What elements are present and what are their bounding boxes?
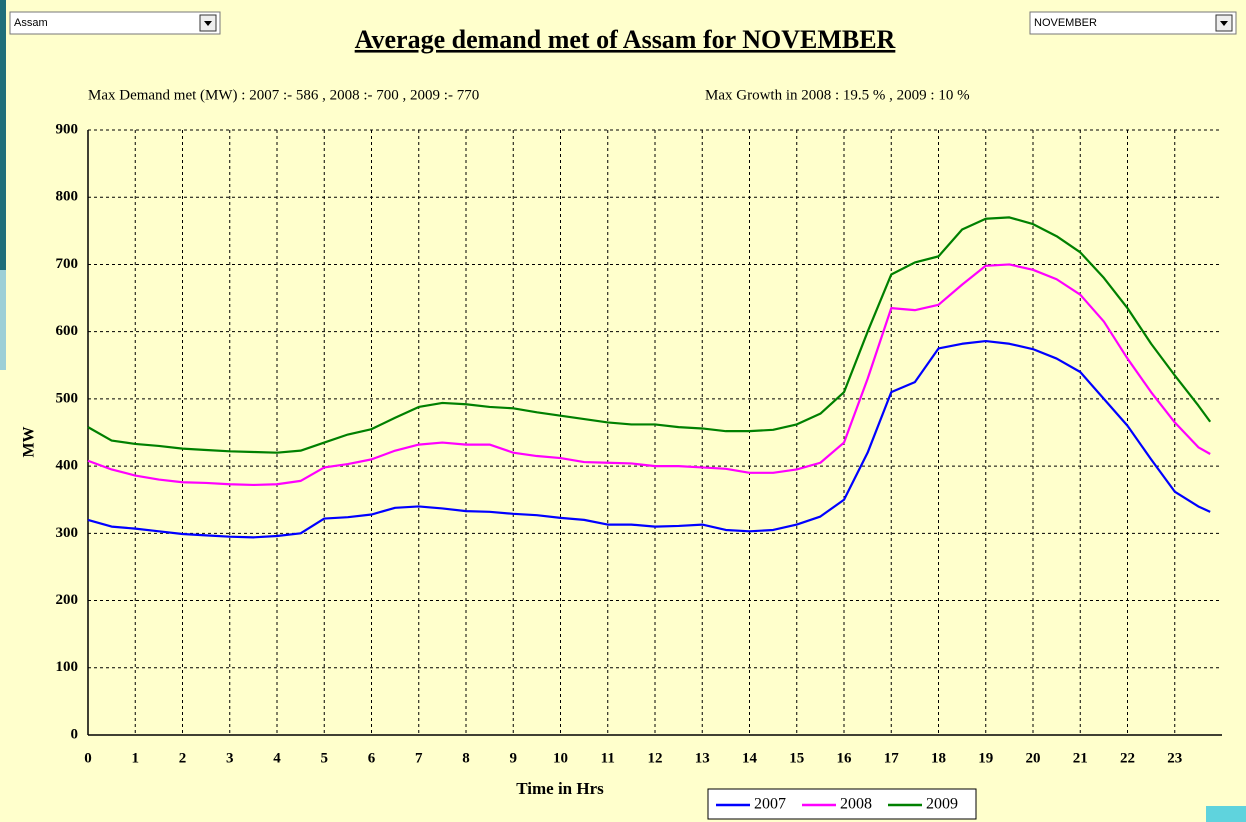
x-tick-label: 6	[368, 750, 376, 766]
x-tick-label: 3	[226, 750, 234, 766]
y-tick-label: 300	[56, 525, 79, 541]
x-tick-label: 19	[978, 750, 993, 766]
y-tick-label: 600	[56, 323, 79, 339]
x-tick-label: 17	[884, 750, 900, 766]
x-tick-label: 11	[601, 750, 615, 766]
x-tick-label: 21	[1073, 750, 1088, 766]
x-tick-label: 8	[462, 750, 470, 766]
dropdown-arrow	[1220, 21, 1228, 26]
dropdown-box	[9, 11, 221, 35]
x-tick-label: 14	[742, 750, 758, 766]
x-tick-label: 10	[553, 750, 568, 766]
x-tick-label: 4	[273, 750, 281, 766]
series-line	[87, 216, 1212, 454]
x-tick-label: 9	[510, 750, 518, 766]
month-dropdown[interactable]: NOVEMBER	[1029, 11, 1237, 35]
chart-title: Average demand met of Assam for NOVEMBER	[355, 25, 896, 54]
legend-label: 2009	[926, 796, 958, 813]
y-tick-label: 500	[56, 390, 79, 406]
dropdown-arrow	[204, 21, 212, 26]
window-edge	[0, 0, 6, 270]
region-dropdown[interactable]: Assam	[9, 11, 221, 35]
series-line	[87, 339, 1211, 539]
legend-box	[707, 788, 977, 820]
legend-label: 2007	[754, 796, 786, 813]
x-tick-label: 15	[789, 750, 804, 766]
y-axis-label: MW	[21, 426, 38, 457]
dropdown-value: NOVEMBER	[1034, 17, 1097, 29]
corner-widget	[1206, 806, 1246, 822]
x-tick-label: 2	[179, 750, 187, 766]
y-tick-label: 900	[56, 121, 79, 137]
x-tick-label: 1	[132, 750, 140, 766]
legend-label: 2008	[840, 796, 872, 813]
x-tick-label: 23	[1167, 750, 1182, 766]
x-tick-label: 20	[1026, 750, 1041, 766]
x-tick-label: 0	[84, 750, 92, 766]
x-tick-label: 22	[1120, 750, 1135, 766]
y-tick-label: 700	[56, 256, 79, 272]
dropdown-value: Assam	[14, 17, 48, 29]
y-tick-label: 200	[56, 592, 79, 608]
x-tick-label: 13	[695, 750, 710, 766]
x-tick-label: 16	[837, 750, 853, 766]
y-tick-label: 0	[71, 726, 79, 742]
series-line	[87, 263, 1211, 487]
annotation: Max Growth in 2008 : 19.5 % , 2009 : 10 …	[705, 87, 970, 103]
annotation: Max Demand met (MW) : 2007 :- 586 , 2008…	[88, 87, 479, 103]
y-tick-label: 100	[56, 659, 79, 675]
y-tick-label: 800	[56, 189, 79, 205]
window-edge	[0, 270, 6, 370]
x-tick-label: 18	[931, 750, 946, 766]
x-tick-label: 5	[321, 750, 329, 766]
x-tick-label: 12	[648, 750, 663, 766]
y-tick-label: 400	[56, 458, 79, 474]
x-axis-label: Time in Hrs	[516, 779, 604, 798]
x-tick-label: 7	[415, 750, 423, 766]
dropdown-box	[1029, 11, 1237, 35]
